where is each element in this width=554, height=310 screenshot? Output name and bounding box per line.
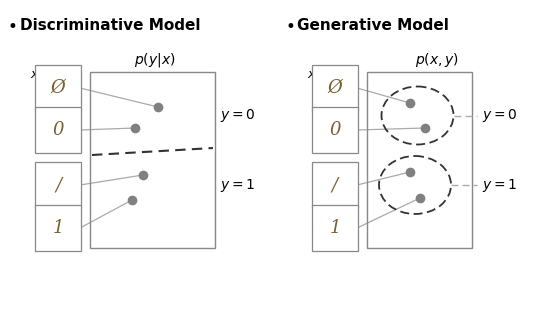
FancyBboxPatch shape — [35, 162, 81, 208]
Text: $p(x, y)$: $p(x, y)$ — [415, 51, 459, 69]
FancyBboxPatch shape — [312, 107, 358, 153]
FancyBboxPatch shape — [35, 65, 81, 111]
Text: 0: 0 — [52, 121, 64, 139]
Text: Ø: Ø — [327, 79, 342, 97]
Text: •: • — [285, 18, 295, 36]
FancyBboxPatch shape — [312, 162, 358, 208]
Text: $x$: $x$ — [30, 69, 40, 82]
FancyBboxPatch shape — [312, 205, 358, 251]
Text: 1: 1 — [329, 219, 341, 237]
Text: $y = 0$: $y = 0$ — [482, 107, 517, 124]
Text: /: / — [332, 176, 338, 194]
Text: $y = 1$: $y = 1$ — [482, 176, 517, 193]
Text: •: • — [8, 18, 18, 36]
Text: /: / — [55, 176, 61, 194]
Text: $y = 0$: $y = 0$ — [220, 107, 255, 123]
Text: Discriminative Model: Discriminative Model — [20, 18, 201, 33]
Text: $p(y|x)$: $p(y|x)$ — [134, 51, 176, 69]
Text: $x$: $x$ — [307, 69, 317, 82]
FancyBboxPatch shape — [35, 107, 81, 153]
FancyBboxPatch shape — [35, 205, 81, 251]
FancyBboxPatch shape — [312, 65, 358, 111]
Text: 1: 1 — [52, 219, 64, 237]
Text: Ø: Ø — [50, 79, 65, 97]
Text: Generative Model: Generative Model — [297, 18, 449, 33]
Text: $y = 1$: $y = 1$ — [220, 176, 255, 193]
Text: 0: 0 — [329, 121, 341, 139]
